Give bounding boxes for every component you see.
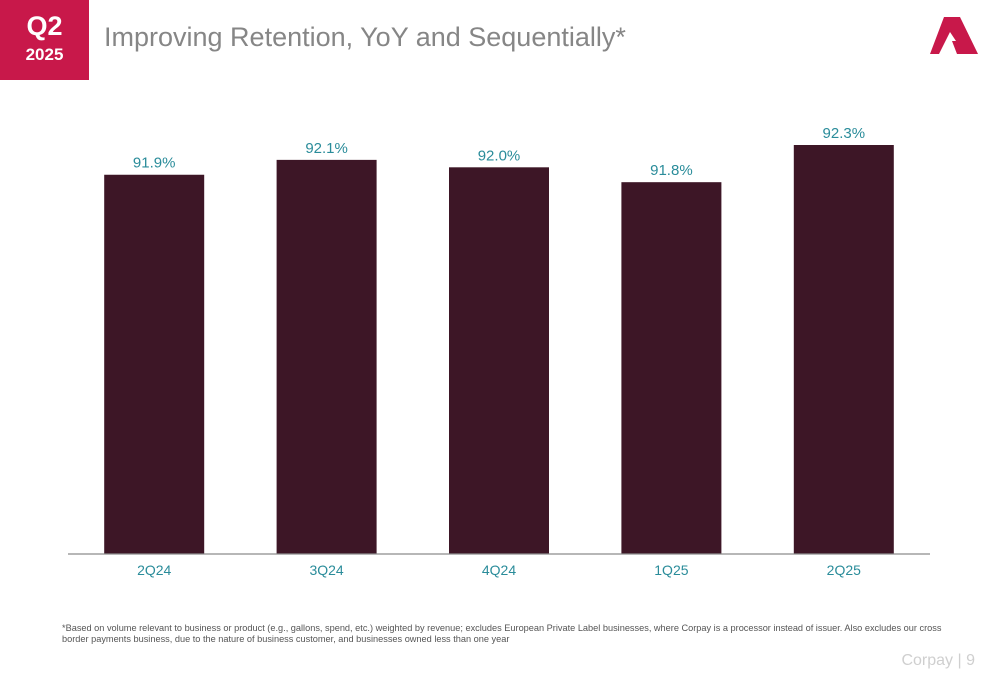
x-tick-label-2Q24: 2Q24 [137,562,171,578]
data-label-2Q25: 92.3% [823,125,866,142]
data-label-4Q24: 92.0% [478,147,521,164]
retention-bar-chart: 91.9% 2Q24 92.1% 3Q24 92.0% 4Q24 91.8% 1Q25 92.3… [68,125,930,578]
x-tick-label-4Q24: 4Q24 [482,562,516,578]
footer-separator: | [957,652,962,669]
slide-title: Improving Retention, YoY and Sequentiall… [104,22,626,52]
x-tick-label-3Q24: 3Q24 [309,562,343,578]
page-number: 9 [966,652,975,669]
bar-3Q24 [276,159,377,554]
data-label-1Q25: 91.8% [650,162,693,179]
quarter-badge: Q2 2025 [0,0,89,80]
bar-1Q25 [621,182,722,554]
x-tick-label-2Q25: 2Q25 [827,562,861,578]
badge-year: 2025 [25,45,64,64]
bar-2Q24 [104,174,205,554]
badge-quarter: Q2 [26,11,63,41]
bar-4Q24 [449,167,549,555]
footer-brand: Corpay [901,652,954,669]
data-label-3Q24: 92.1% [305,140,348,157]
bar-2Q25 [793,145,894,554]
slide-footer: Corpay | 9 [901,652,975,670]
x-tick-label-1Q25: 1Q25 [654,562,688,578]
corpay-logo-icon [930,17,978,54]
data-label-2Q24: 91.9% [133,155,176,172]
footnote: *Based on volume relevant to business or… [62,623,942,644]
